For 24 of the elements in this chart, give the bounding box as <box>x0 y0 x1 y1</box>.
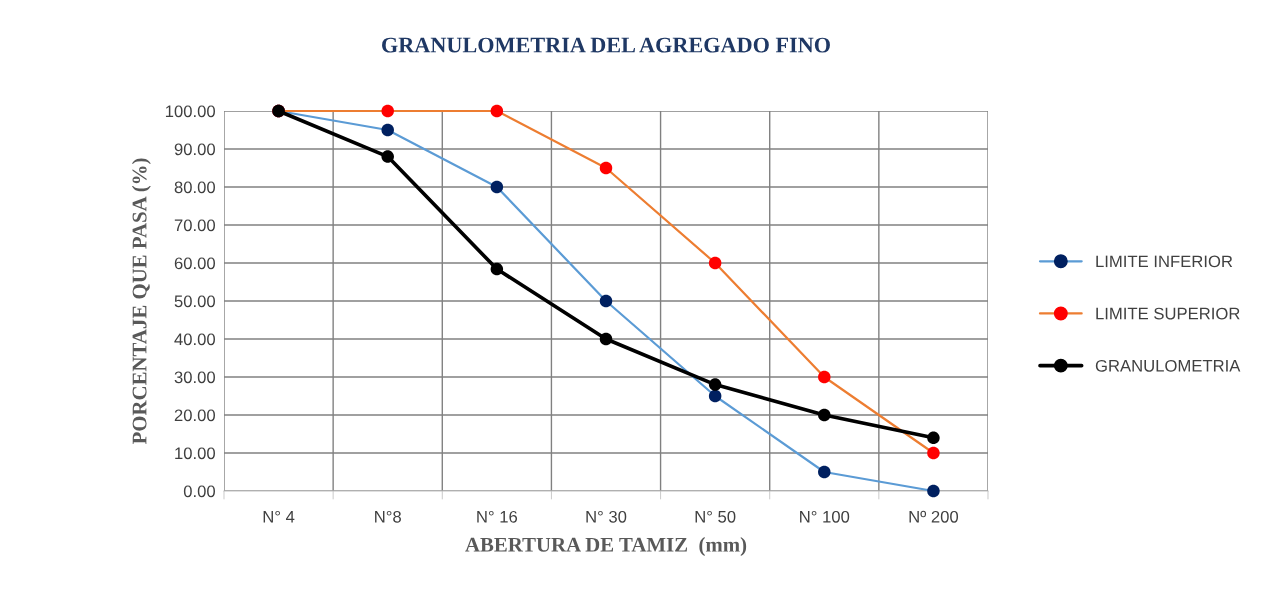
x-tick-label: N° 50 <box>695 510 736 523</box>
legend-label: LIMITE SUPERIOR <box>1096 307 1240 320</box>
y-tick-label: 60.00 <box>174 257 216 270</box>
x-tick-label: N° 4 <box>263 510 295 523</box>
y-tick-label: 40.00 <box>174 333 216 346</box>
x-tick-label: N°8 <box>375 510 401 523</box>
x-tick-label: N° 16 <box>477 510 518 523</box>
y-tick-label: 90.00 <box>174 143 216 156</box>
y-axis-title: PORCENTAJE QUE PASA (%) <box>131 158 151 445</box>
legend-label: LIMITE INFERIOR <box>1096 255 1233 268</box>
x-axis-title: ABERTURA DE TAMIZ (mm) <box>465 537 747 556</box>
x-tick-label: Nº 200 <box>909 510 959 523</box>
y-tick-label: 80.00 <box>174 181 216 194</box>
y-tick-label: 70.00 <box>174 219 216 232</box>
y-tick-label: 10.00 <box>175 447 216 460</box>
y-tick-label: 20.00 <box>174 409 216 422</box>
y-tick-label: 50.00 <box>174 295 216 308</box>
x-tick-label: N° 100 <box>800 510 850 523</box>
chart-title: GRANULOMETRIA DEL AGREGADO FINO <box>382 37 830 53</box>
y-tick-label: 30.00 <box>174 371 216 384</box>
y-tick-label: 0.00 <box>183 485 216 498</box>
x-tick-label: N° 30 <box>586 510 627 523</box>
legend-label: GRANULOMETRIA <box>1095 359 1241 372</box>
y-tick-label: 100.00 <box>165 105 216 118</box>
